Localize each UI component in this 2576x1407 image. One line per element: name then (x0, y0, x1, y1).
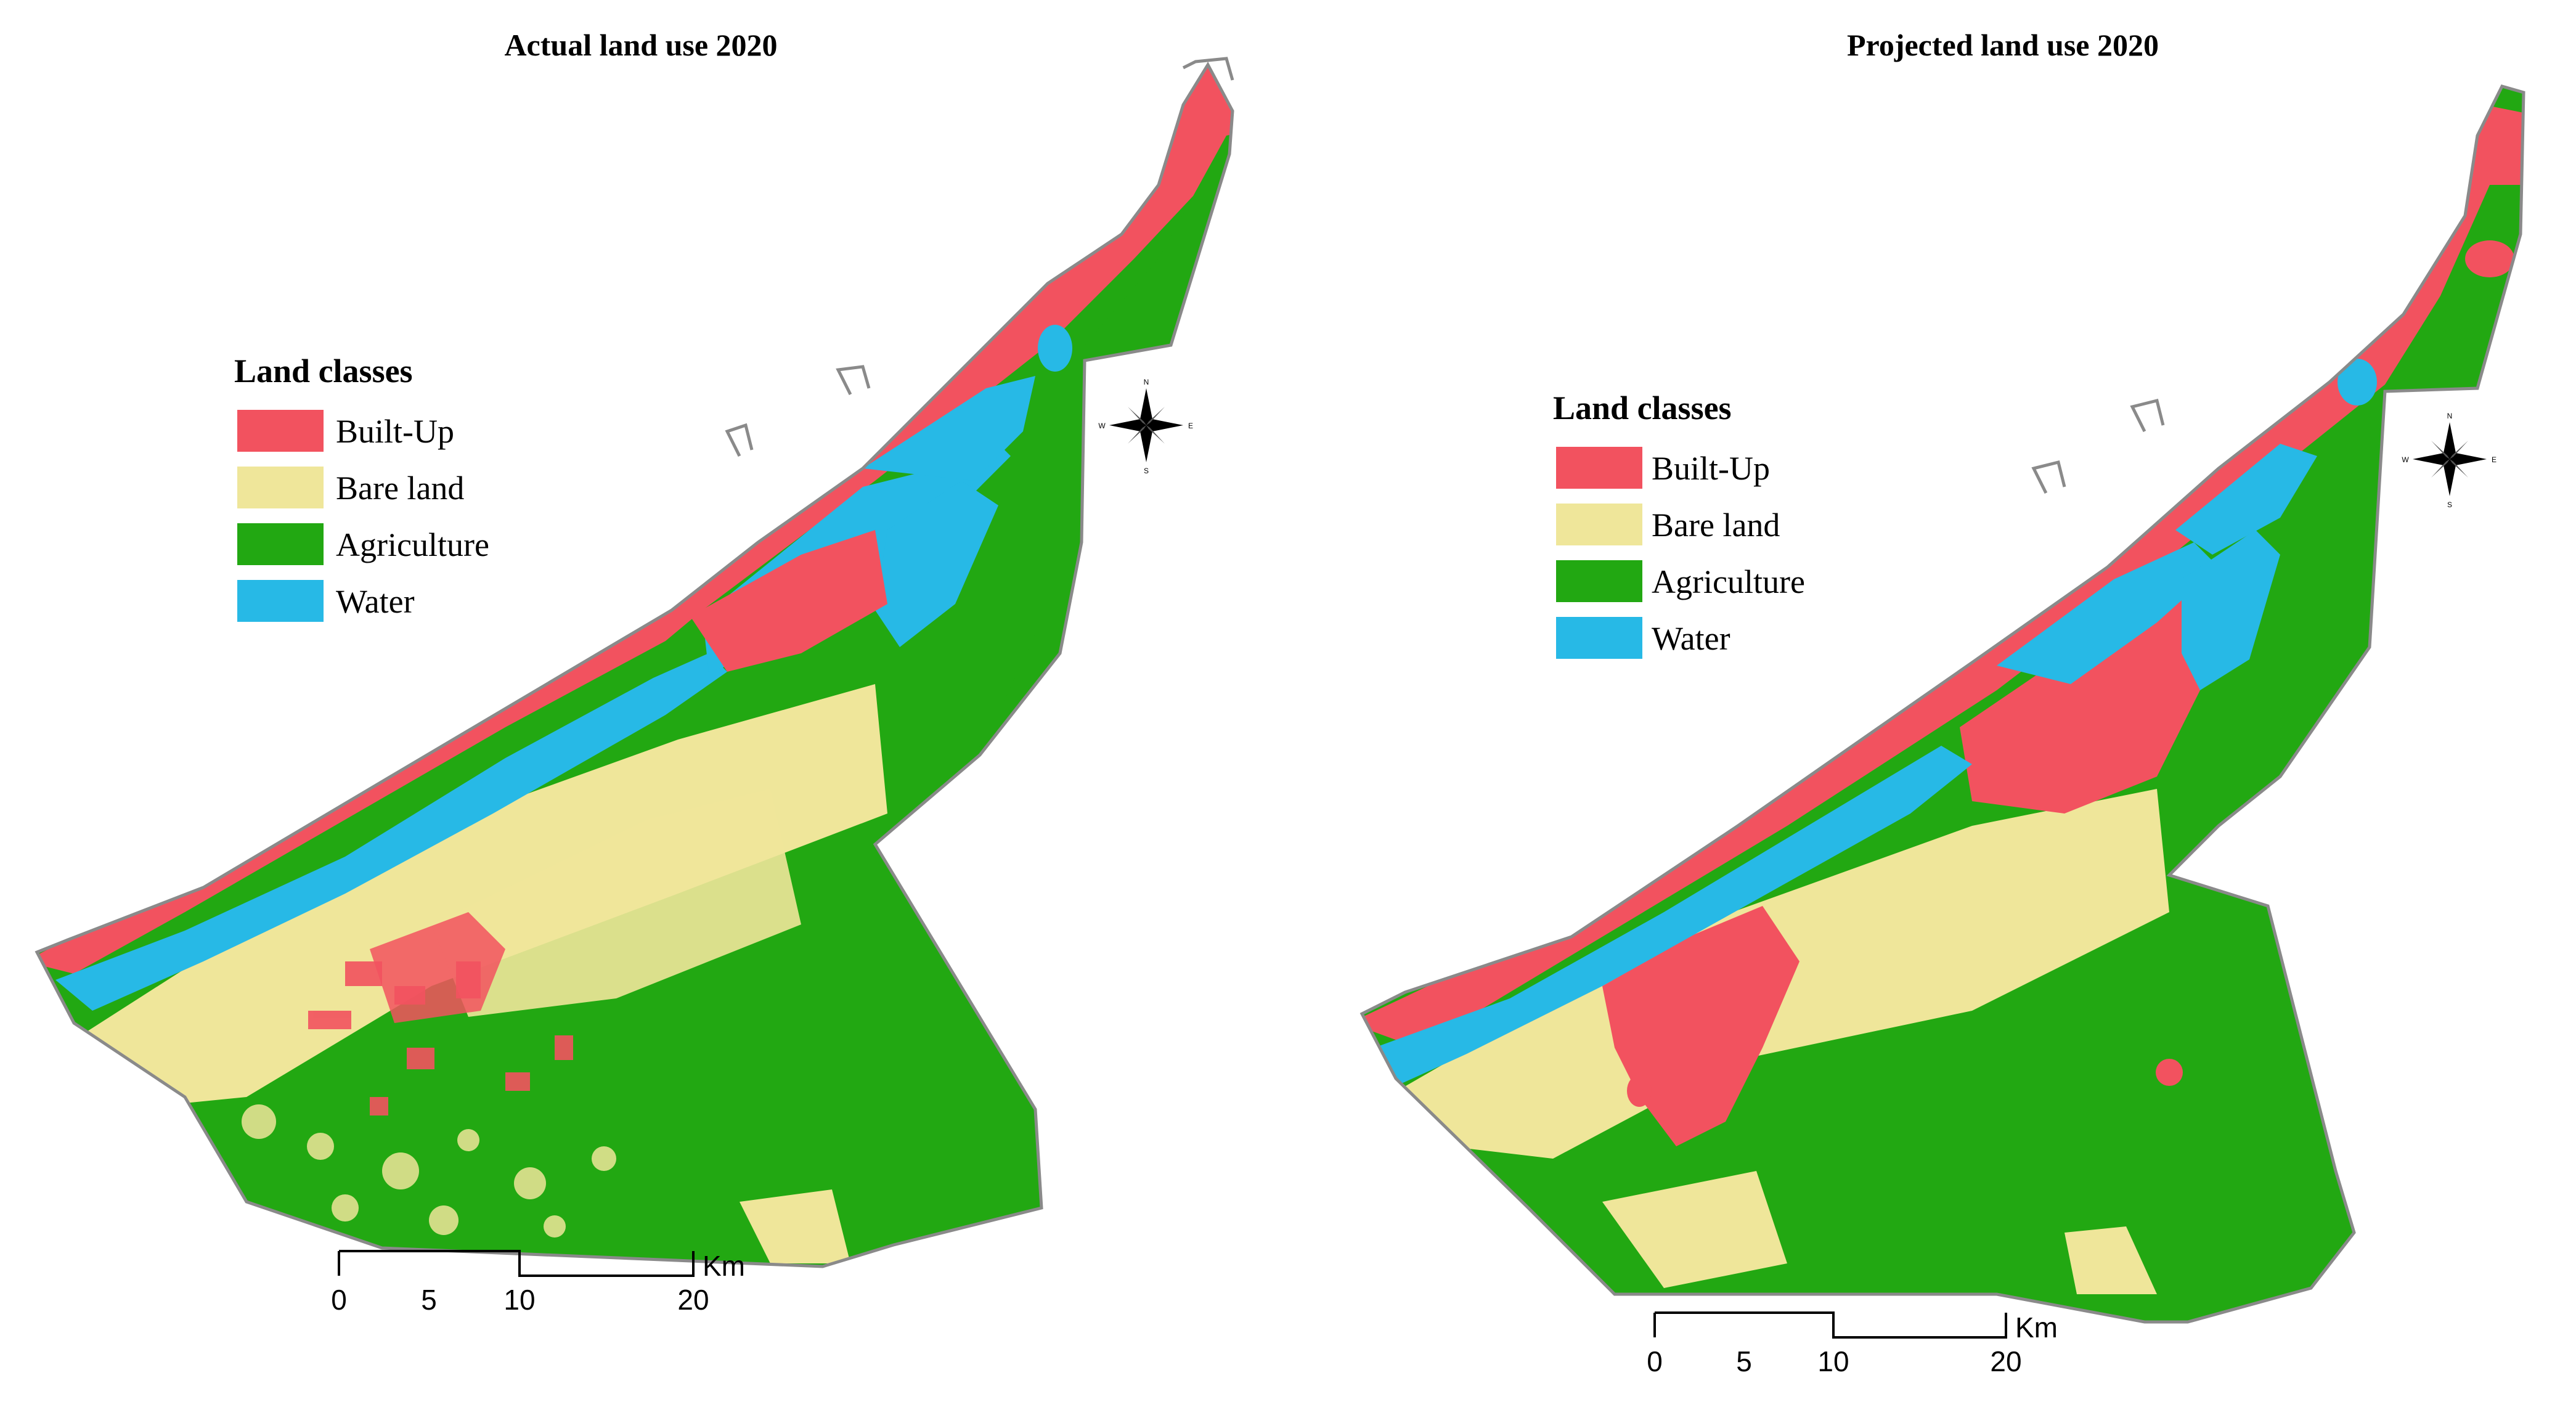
map-projected-land-use (1359, 84, 2525, 1324)
legend-swatch-water (1556, 617, 1642, 659)
scale-label-5: 5 (1736, 1345, 1752, 1377)
legend-swatch-built-up (1556, 447, 1642, 489)
legend-actual: Land classes Built-Up Bare land Agricult… (234, 353, 489, 622)
legend-title: Land classes (234, 353, 413, 389)
map-title-projected: Projected land use 2020 (1847, 28, 2159, 62)
scale-label-5: 5 (421, 1284, 437, 1316)
compass-e: E (1188, 422, 1193, 430)
map-actual-land-use (35, 57, 1234, 1268)
scale-label-0: 0 (1647, 1345, 1663, 1377)
compass-w: W (2402, 455, 2409, 464)
legend-label-built-up: Built-Up (1652, 450, 1770, 487)
legend-swatch-water (237, 580, 324, 622)
land-use-raster-projected (1362, 86, 2524, 1322)
scale-unit: Km (2015, 1311, 2058, 1344)
legend-swatch-bare-land (1556, 504, 1642, 545)
legend-swatch-built-up (237, 410, 324, 452)
legend-projected: Land classes Built-Up Bare land Agricult… (1553, 389, 1805, 659)
compass-e: E (2492, 455, 2497, 464)
legend-label-bare-land: Bare land (336, 470, 464, 507)
legend-swatch-bare-land (237, 467, 324, 508)
compass-n: N (2447, 412, 2453, 420)
scale-label-20: 20 (677, 1284, 709, 1316)
map-title-actual: Actual land use 2020 (504, 28, 777, 62)
scale-label-10: 10 (1817, 1345, 1849, 1377)
legend-label-agriculture: Agriculture (1652, 563, 1805, 600)
compass-s: S (1144, 467, 1149, 475)
legend-label-water: Water (1652, 620, 1730, 657)
map-boundary (1359, 84, 2525, 1324)
legend-swatch-agriculture (237, 523, 324, 565)
scale-bar-projected: 0 5 10 20 Km (1647, 1311, 2058, 1377)
scale-bar-actual: 0 5 10 20 Km (331, 1250, 745, 1316)
scale-label-0: 0 (331, 1284, 347, 1316)
compass-s: S (2447, 500, 2452, 509)
legend-title: Land classes (1553, 389, 1732, 426)
legend-swatch-agriculture (1556, 560, 1642, 602)
legend-label-water: Water (336, 583, 415, 620)
scale-label-20: 20 (1990, 1345, 2021, 1377)
map-boundary (35, 61, 1234, 1268)
legend-label-agriculture: Agriculture (336, 526, 489, 563)
compass-icon: N S E W (2402, 412, 2497, 509)
land-use-raster-actual (37, 65, 1233, 1266)
compass-w: W (1098, 422, 1106, 430)
compass-n: N (1144, 378, 1149, 386)
scale-unit: Km (703, 1250, 745, 1282)
scale-label-10: 10 (503, 1284, 535, 1316)
compass-icon: N S E W (1098, 378, 1193, 475)
legend-label-bare-land: Bare land (1652, 507, 1780, 544)
legend-label-built-up: Built-Up (336, 413, 454, 450)
